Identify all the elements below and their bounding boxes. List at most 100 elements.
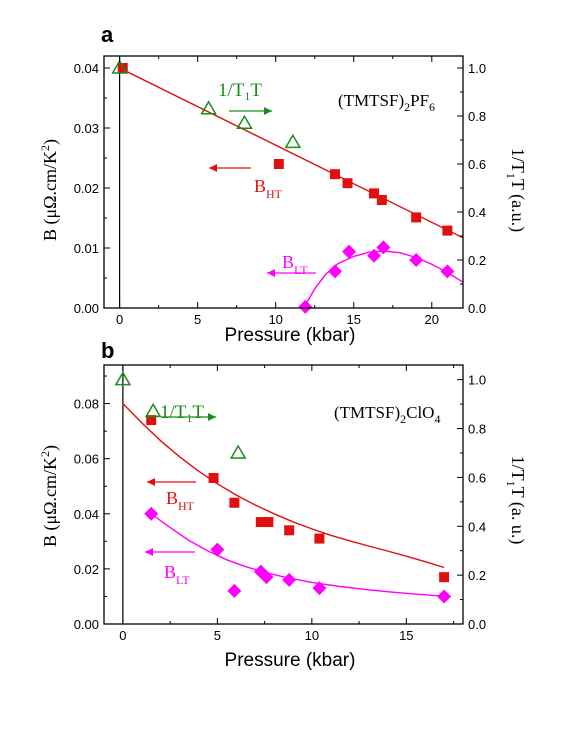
y2-tick-label: 0.0 [468,301,486,316]
panel-b-ylabel-right: 1/T1T (a. u.) [504,456,528,545]
panel-b: b 0 5 10 15 0.00 0.02 0.04 0.06 0.08 0.0 0.2 0.4 0.6… [38,338,528,671]
red-arrow-head [147,478,155,486]
x-tick-label: 15 [347,312,361,327]
panel-b-ylabel-left: B (μΩ.cm/K2) [38,445,61,547]
y-tick-label: 0.08 [74,397,99,412]
marker-square [208,472,219,483]
y2-tick-label: 0.8 [468,109,486,124]
marker-triangle [236,114,253,129]
y-tick-label: 0.02 [74,181,99,196]
y2-tick-label: 0.4 [468,205,486,220]
marker-diamond [437,589,452,604]
y-tick-label: 0.04 [74,507,99,522]
marker-square [439,572,450,583]
y-tick-label: 0.00 [74,617,99,632]
marker-square [376,195,387,205]
y2-tick-label: 1.0 [468,373,486,388]
marker-square [255,517,266,528]
fit-line-0 [119,67,463,239]
marker-square [330,169,341,180]
marker-square [314,533,325,544]
marker-square [117,63,128,73]
marker-square [442,225,453,236]
y2-tick-label: 0.0 [468,617,486,632]
panel-b-green-label: 1/T1T [160,402,204,425]
marker-diamond [282,572,297,587]
marker-square [342,178,353,189]
panel-a-ylabel-left: B (μΩ.cm/K2) [38,139,61,241]
green-arrow-head [208,413,216,421]
panel-a-xlabel: Pressure (kbar) [225,325,356,346]
marker-square [284,525,295,536]
fit-line-1 [303,250,463,308]
x-tick-label: 10 [305,628,319,643]
x-tick-label: 15 [399,628,413,643]
marker-triangle [111,59,128,74]
marker-square [273,159,284,169]
panel-a-green-label: 1/T1T [218,80,262,103]
marker-square [369,188,380,199]
marker-diamond [312,581,327,596]
panel-a-magenta-label: BLT [282,252,308,277]
marker-triangle [114,371,132,386]
marker-diamond [259,570,274,585]
marker-diamond [376,240,391,255]
magenta-arrow-head [267,269,275,277]
panel-b-plot: 0 5 10 15 0.00 0.02 0.04 0.06 0.08 0.0 0.2 0.4 0.6 0.… [74,364,486,643]
marker-diamond [328,264,343,279]
panel-a-plot: 0 5 10 15 20 0.00 0.01 0.02 0.03 0.04 0.0 0.2 0.4 0.6… [74,55,486,327]
y-tick-label: 0.00 [74,301,99,316]
y-tick-label: 0.02 [74,562,99,577]
y2-tick-label: 0.4 [468,519,486,534]
marker-triangle [229,444,247,459]
panel-a-compound: (TMTSF)2PF6 [338,91,435,114]
panel-a-ylabel-right: 1/T1T (a.u.) [504,148,528,232]
fit-line-0 [122,403,445,569]
y2-tick-label: 1.0 [468,61,486,76]
plot-frame [103,364,464,625]
marker-diamond [298,299,313,314]
marker-square [411,212,422,223]
panel-b-magenta-label: BLT [164,562,190,587]
x-tick-label: 10 [268,312,282,327]
y-tick-label: 0.03 [74,121,99,136]
panel-b-compound: (TMTSF)2ClO4 [334,403,440,426]
plot-frame [103,55,464,309]
y-tick-label: 0.01 [74,241,99,256]
marker-triangle [144,402,162,418]
marker-triangle [284,133,302,149]
marker-diamond [144,506,159,521]
marker-square [229,497,240,508]
green-arrow-head [264,107,272,115]
marker-diamond [342,244,357,259]
fit-line-1 [150,513,445,597]
y2-tick-label: 0.2 [468,568,486,583]
y2-tick-label: 0.2 [468,253,486,268]
y2-tick-label: 0.6 [468,157,486,172]
panel-a-label: a [101,22,114,47]
x-tick-label: 5 [194,312,201,327]
panel-a: a 0 5 10 15 200.000.010.020.030.040.00.20.40… [38,22,528,346]
marker-diamond [409,253,424,267]
panel-a-red-label: BHT [254,176,283,201]
panel-b-red-label: BHT [166,488,195,513]
y-tick-label: 0.06 [74,452,99,467]
marker-diamond [227,583,242,598]
magenta-arrow-head [145,548,153,556]
panel-b-label: b [101,338,114,363]
marker-diamond [440,264,455,279]
x-tick-label: 20 [425,312,439,327]
x-tick-label: 5 [214,628,221,643]
y2-tick-label: 0.6 [468,470,486,485]
marker-diamond [210,542,225,557]
red-arrow-head [209,164,217,172]
marker-square [263,517,274,528]
y-tick-label: 0.04 [74,61,99,76]
panel-b-xlabel: Pressure (kbar) [225,650,356,671]
y2-tick-label: 0.8 [468,422,486,437]
marker-diamond [367,248,382,263]
x-tick-label: 0 [119,628,126,643]
marker-triangle [200,100,217,115]
marker-square [146,415,157,426]
